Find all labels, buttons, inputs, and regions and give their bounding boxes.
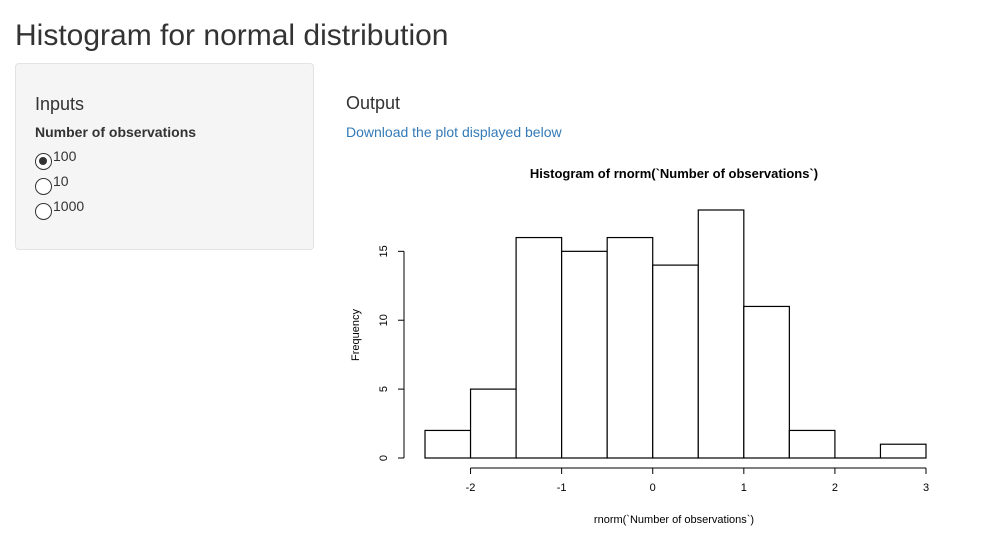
y-axis: 0 5 10 15: [378, 245, 405, 461]
observations-label: Number of observations: [35, 124, 197, 140]
y-axis-label: Frequency: [350, 309, 362, 361]
histogram-bars: [424, 209, 927, 459]
x-tick-label: 0: [650, 482, 656, 494]
download-plot-link[interactable]: Download the plot displayed below: [346, 124, 562, 140]
y-tick-label: 5: [378, 386, 390, 392]
y-tick-label: 0: [378, 455, 390, 461]
x-tick-label: 2: [832, 482, 838, 494]
inputs-heading: Inputs: [35, 94, 85, 114]
histogram-bar: [879, 443, 927, 459]
radio-selected-dot: [39, 157, 47, 165]
x-tick-label: 3: [923, 482, 929, 494]
histogram-bar: [743, 305, 790, 459]
inputs-panel: Inputs Number of observations 100 10 100…: [15, 63, 314, 250]
y-tick-label: 15: [378, 245, 390, 257]
page-title: Histogram for normal distribution: [15, 19, 449, 52]
x-tick-label: -1: [557, 482, 567, 494]
histogram-chart: Histogram of rnorm(`Number of observatio…: [350, 166, 929, 526]
histogram-bar: [697, 209, 745, 459]
histogram-bar: [424, 429, 472, 459]
x-axis-label: rnorm(`Number of observations`): [594, 514, 754, 526]
histogram-bar: [606, 236, 654, 459]
histogram-bar: [788, 429, 836, 459]
histogram-bar: [469, 388, 517, 459]
x-tick-label: -2: [466, 482, 476, 494]
radio-label: 100: [53, 148, 77, 164]
radio-button-icon[interactable]: [35, 203, 52, 220]
x-axis: -2 -1 0 1 2 3: [466, 467, 929, 494]
radio-button-icon[interactable]: [35, 178, 52, 195]
radio-label: 1000: [53, 198, 85, 214]
chart-title: Histogram of rnorm(`Number of observatio…: [530, 166, 818, 181]
radio-button-icon[interactable]: [35, 153, 52, 170]
histogram-bar: [561, 250, 608, 459]
y-tick-label: 10: [378, 314, 390, 326]
radio-label: 10: [53, 173, 69, 189]
histogram-bar: [515, 236, 563, 459]
histogram-bar: [652, 264, 699, 459]
output-heading: Output: [346, 93, 401, 113]
x-tick-label: 1: [741, 482, 747, 494]
